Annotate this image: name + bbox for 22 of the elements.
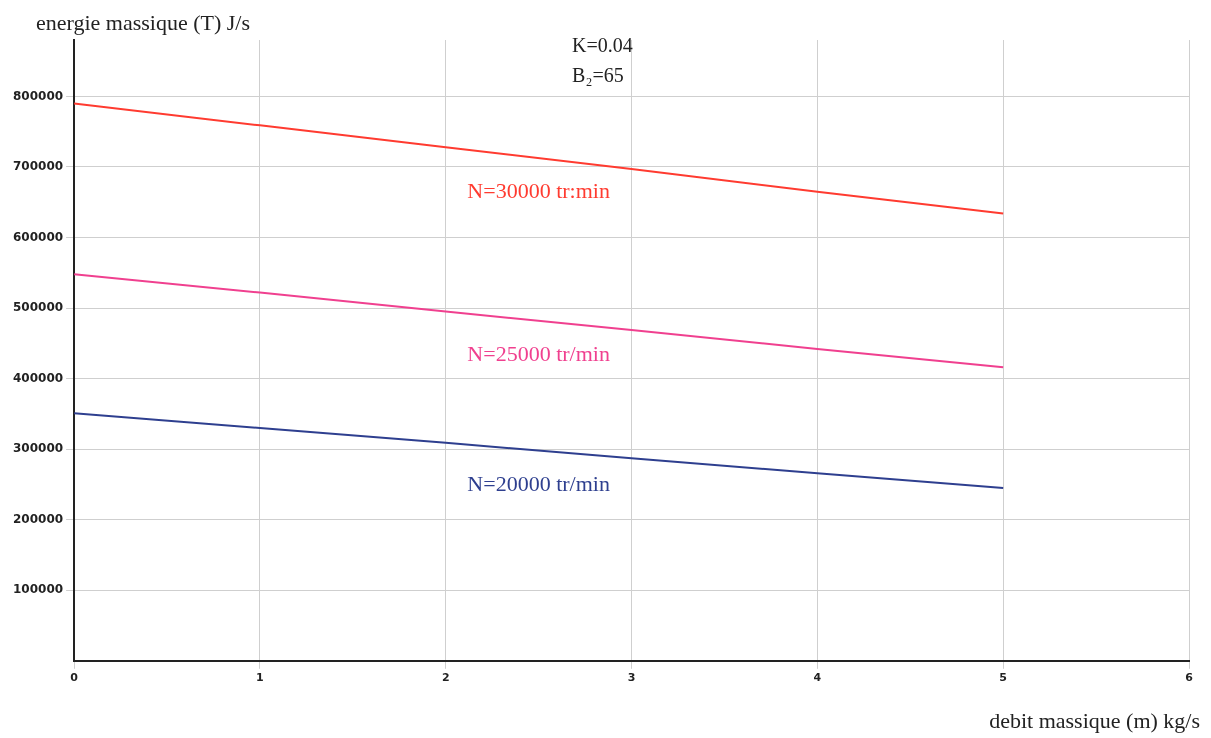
y-tick-label: 500000 — [12, 300, 64, 315]
series-label: N=25000 tr/min — [467, 340, 610, 366]
y-tick-label: 600000 — [12, 229, 64, 244]
x-tick-label: 2 — [441, 671, 450, 685]
series-label: N=30000 tr:min — [467, 178, 610, 204]
y-tick-label: 200000 — [12, 511, 64, 526]
y-tick-label: 100000 — [12, 582, 64, 597]
y-axis-title: energie massique (T) J/s — [36, 10, 251, 35]
y-tick-label: 300000 — [12, 441, 64, 456]
annotation: B₂=65 — [572, 64, 624, 86]
y-tick-label: 400000 — [12, 370, 64, 385]
x-tick-label: 3 — [627, 671, 636, 685]
annotation: K=0.04 — [572, 34, 633, 56]
y-tick-label: 800000 — [12, 88, 64, 103]
x-tick-label: 5 — [999, 671, 1008, 685]
x-tick-label: 1 — [256, 671, 264, 685]
x-tick-label: 0 — [70, 671, 79, 685]
series-label: N=20000 tr/min — [467, 470, 610, 496]
x-tick-label: 4 — [813, 671, 822, 685]
x-axis-title: debit massique (m) kg/s — [989, 708, 1200, 733]
x-tick-label: 6 — [1185, 671, 1194, 685]
y-tick-label: 700000 — [12, 159, 64, 174]
